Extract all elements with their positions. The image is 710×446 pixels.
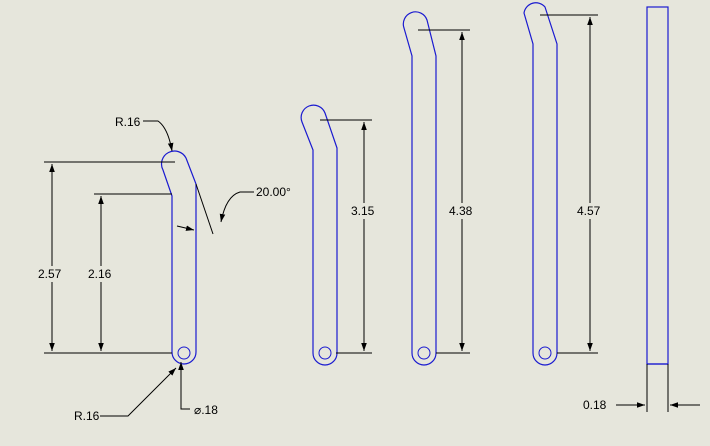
- dim-link-2-height-label: 3.15: [351, 204, 375, 218]
- side-view-outline: [646, 6, 669, 365]
- dim-top-radius-label: R.16: [115, 115, 141, 129]
- dim-straight-height: 2.16: [86, 193, 172, 351]
- side-view: 0.18: [583, 6, 700, 412]
- link-3-view: 4.38: [402, 11, 477, 366]
- dim-hole-diameter: ⌀.18: [178, 362, 218, 417]
- dim-bottom-radius: R.16: [74, 367, 177, 423]
- link-2-view: 3.15: [300, 104, 379, 366]
- link-1-outline: [160, 150, 197, 365]
- link-4-hole: [538, 346, 552, 360]
- dim-link-4-height: 4.57: [540, 14, 605, 354]
- dim-bottom-radius-label: R.16: [74, 409, 100, 423]
- dim-bend-angle-label: 20.00°: [256, 185, 291, 199]
- dim-overall-height-label: 2.57: [38, 267, 62, 281]
- dim-hole-diameter-label: ⌀.18: [194, 403, 218, 417]
- dim-link-4-height-label: 4.57: [577, 204, 601, 218]
- link-1-view: 2.57 2.16 20.00° R.16 R.16 ⌀.18: [36, 115, 291, 423]
- dim-top-radius: R.16: [115, 115, 174, 152]
- link-4-outline: [523, 2, 558, 366]
- dim-bend-angle: 20.00°: [176, 183, 291, 235]
- link-4-view: 4.57: [523, 2, 605, 366]
- link-1-hole: [177, 346, 191, 360]
- dim-link-3-height-label: 4.38: [449, 204, 473, 218]
- dim-overall-height: 2.57: [36, 161, 175, 354]
- link-3-hole: [417, 346, 431, 360]
- dim-thickness-label: 0.18: [583, 398, 607, 412]
- link-3-outline: [402, 11, 437, 366]
- dim-link-2-height: 3.15: [320, 119, 379, 354]
- dim-link-3-height: 4.38: [418, 29, 477, 354]
- link-2-hole: [318, 346, 332, 360]
- link-2-outline: [300, 104, 338, 366]
- dim-straight-height-label: 2.16: [88, 267, 112, 281]
